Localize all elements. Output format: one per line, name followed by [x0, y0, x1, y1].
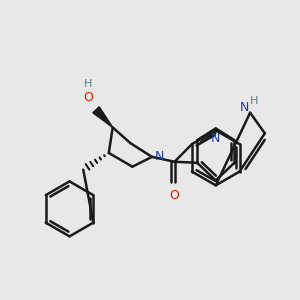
Text: O: O: [169, 189, 179, 202]
Text: H: H: [250, 96, 258, 106]
Text: N: N: [211, 132, 220, 145]
Text: N: N: [239, 101, 249, 114]
Text: N: N: [155, 150, 164, 164]
Text: H: H: [84, 79, 92, 89]
Polygon shape: [93, 107, 113, 128]
Text: O: O: [83, 92, 93, 104]
